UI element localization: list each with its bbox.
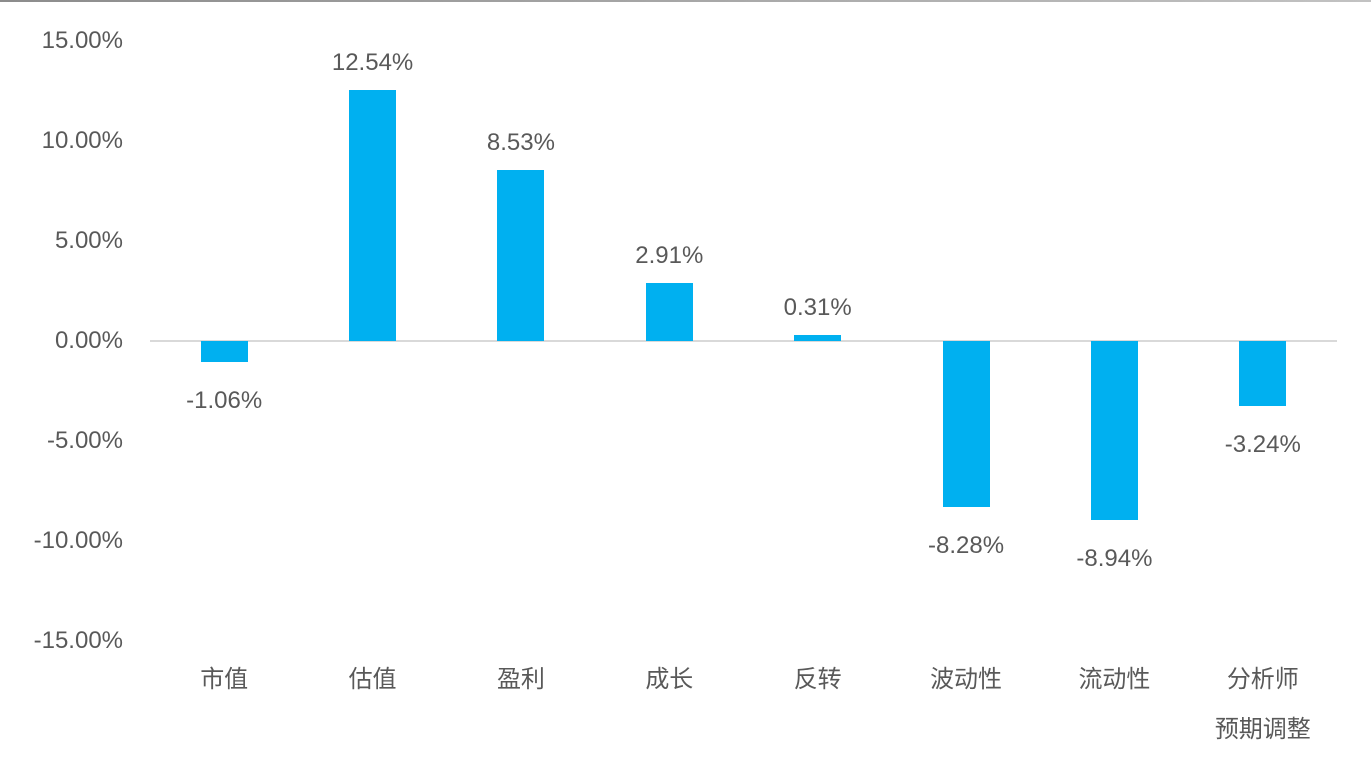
- bar-value-label: -3.24%: [1224, 430, 1301, 458]
- bar-8: [1239, 341, 1287, 406]
- bar-value-label: -8.28%: [928, 531, 1005, 559]
- x-axis-category-label: 反转: [793, 666, 842, 693]
- x-axis-category-label: 波动性: [930, 666, 1003, 693]
- bar-4: [645, 282, 693, 341]
- window-top-border: [0, 0, 1371, 2]
- y-axis-tick-label: 0.00%: [54, 327, 123, 354]
- y-axis-tick-label: 15.00%: [41, 27, 123, 54]
- y-axis-tick-label: -5.00%: [46, 427, 123, 454]
- bar-6: [942, 341, 990, 507]
- y-axis-tick-label: 10.00%: [41, 127, 123, 154]
- x-axis-zero-line: [150, 340, 1337, 342]
- x-axis-category-label: 盈利: [496, 666, 545, 693]
- y-axis-tick-label: -10.00%: [33, 527, 123, 554]
- y-axis-tick-label: 5.00%: [54, 227, 123, 254]
- x-axis-category-label: 分析师 预期调整: [1214, 666, 1311, 743]
- bar-value-label: -1.06%: [186, 387, 263, 415]
- x-axis-category-label: 成长: [645, 666, 694, 693]
- bar-3: [497, 170, 545, 341]
- bar-5: [794, 334, 842, 341]
- bar-value-label: 12.54%: [331, 49, 414, 77]
- x-axis-category-label: 市值: [200, 666, 249, 693]
- bar-1: [200, 341, 248, 363]
- bar-value-label: 2.91%: [635, 241, 704, 269]
- x-axis-category-label: 流动性: [1078, 666, 1151, 693]
- bar-value-label: 8.53%: [486, 129, 555, 157]
- y-axis-tick-label: -15.00%: [33, 627, 123, 654]
- bar-7: [1090, 341, 1138, 520]
- bar-2: [349, 90, 397, 341]
- bar-value-label: -8.94%: [1076, 544, 1153, 572]
- x-axis-category-label: 估值: [348, 666, 397, 693]
- bar-value-label: 0.31%: [783, 293, 852, 321]
